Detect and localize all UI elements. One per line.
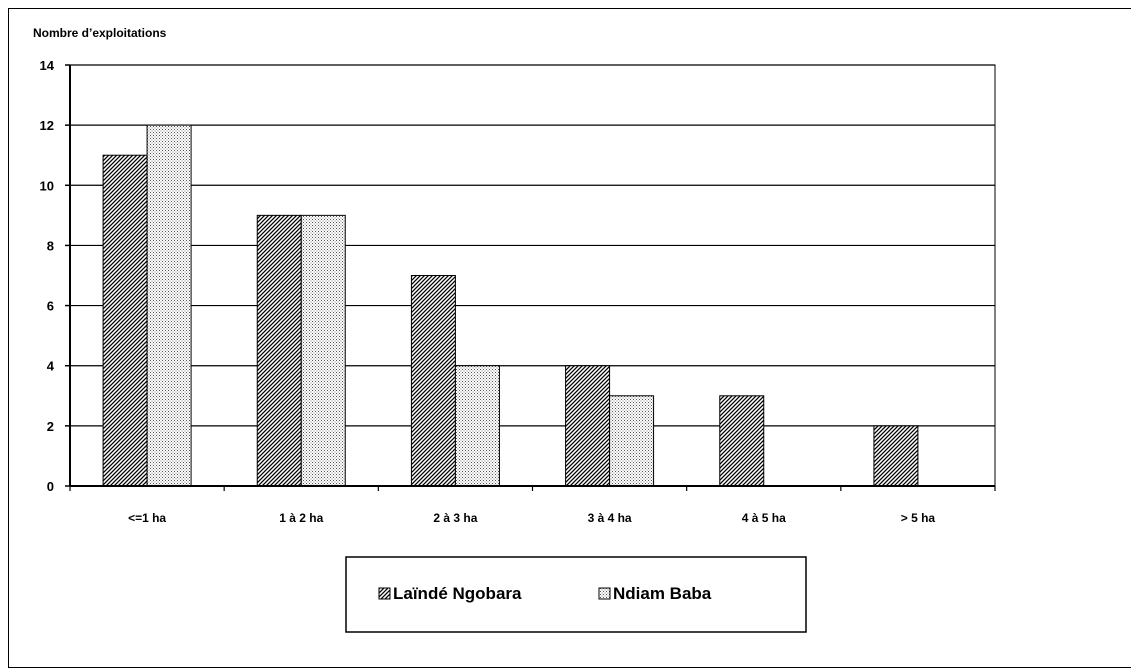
x-tick-label: 3 à 4 ha bbox=[588, 511, 632, 525]
bar-series-1 bbox=[719, 395, 765, 487]
y-axis-title: Nombre d’exploitations bbox=[33, 26, 167, 40]
x-tick-label: 2 à 3 ha bbox=[433, 511, 477, 525]
y-tick-label: 14 bbox=[40, 58, 55, 73]
plot-area bbox=[69, 64, 996, 487]
legend-box bbox=[345, 556, 807, 633]
bar-chart: 0 2 4 6 8 10 12 14 <=1 ha 1 à 2 ha 2 à 3 ha 3 à 4 h… bbox=[40, 58, 996, 633]
y-tick-label: 0 bbox=[47, 479, 54, 494]
x-tick-label: 1 à 2 ha bbox=[279, 511, 323, 525]
bar-series-2 bbox=[609, 395, 655, 487]
bar-series-2 bbox=[300, 214, 346, 487]
legend-label: Laïndé Ngobara bbox=[393, 584, 522, 603]
y-tick-label: 4 bbox=[47, 359, 55, 374]
x-tick-label: > 5 ha bbox=[901, 511, 936, 525]
bar-series-1 bbox=[410, 275, 456, 487]
legend-swatch bbox=[378, 587, 391, 600]
y-tick-label: 12 bbox=[40, 118, 54, 133]
y-tick-label: 10 bbox=[40, 178, 54, 193]
bar-series-2 bbox=[146, 124, 192, 487]
bar-series-1 bbox=[256, 214, 302, 487]
bar-series-1 bbox=[873, 425, 919, 487]
bar-series-1 bbox=[102, 154, 148, 487]
y-tick-label: 2 bbox=[47, 419, 54, 434]
bar-series-1 bbox=[565, 365, 611, 487]
legend-label: Ndiam Baba bbox=[613, 584, 712, 603]
legend-swatch bbox=[598, 587, 611, 600]
x-tick-label: 4 à 5 ha bbox=[742, 511, 786, 525]
y-tick-label: 8 bbox=[47, 238, 54, 253]
y-tick-label: 6 bbox=[47, 299, 54, 314]
bar-series-2 bbox=[454, 365, 500, 487]
x-tick-label: <=1 ha bbox=[128, 511, 166, 525]
